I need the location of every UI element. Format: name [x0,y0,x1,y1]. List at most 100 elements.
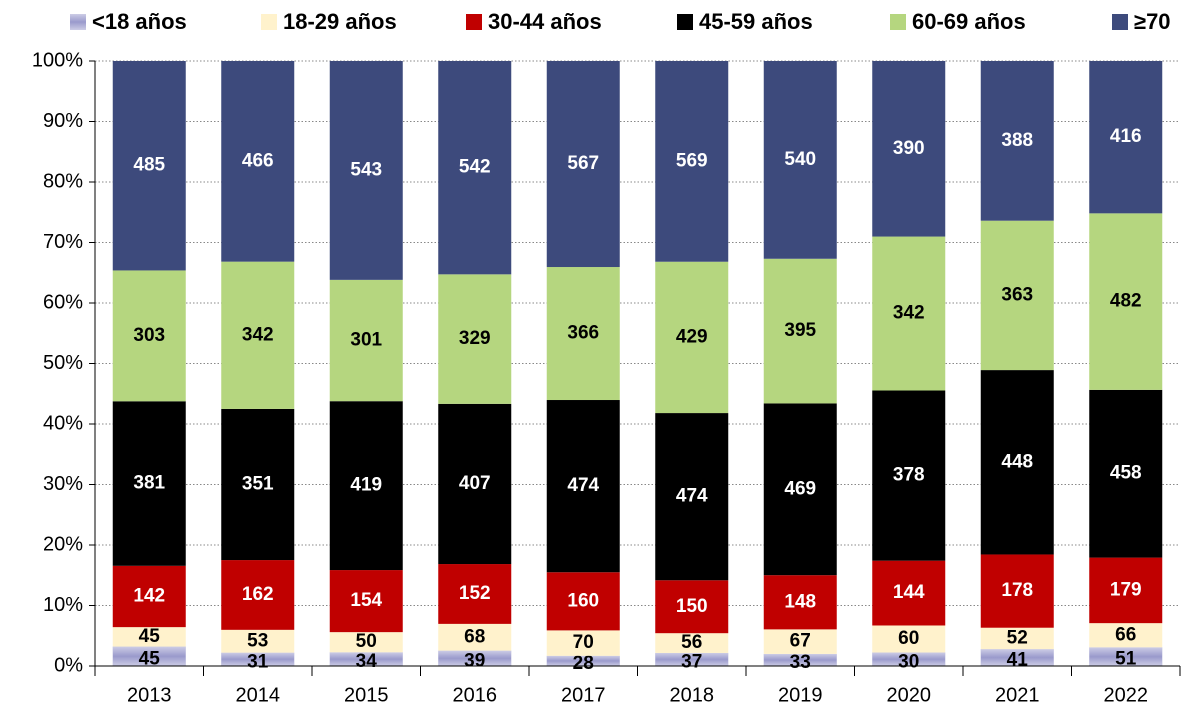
data-label: 162 [242,584,274,605]
y-tick-label: 60% [43,291,83,313]
bar-segment [1089,557,1163,624]
legend-label: 18-29 años [283,9,397,34]
legend-label: 45-59 años [699,9,813,34]
data-label: 160 [567,590,599,611]
data-label: 342 [242,324,274,345]
data-label: 51 [1115,649,1137,670]
data-label: 148 [784,591,816,612]
bar-segment [763,61,837,259]
data-label: 366 [567,323,599,344]
bar-segment [329,570,403,633]
data-label: 28 [573,653,594,674]
bar-segment [980,554,1054,628]
x-tick-label: 2017 [561,684,606,706]
bar-segment [872,390,946,561]
bar-segment [546,400,620,573]
bar-segment [655,580,729,634]
data-label: 543 [350,159,382,180]
legend-swatch [261,14,277,30]
bar-segment [872,61,946,237]
data-label: 395 [784,320,816,341]
data-label: 179 [1110,579,1142,600]
bar-segment [438,623,512,651]
data-label: 567 [567,153,599,174]
data-label: 469 [784,478,816,499]
data-label: 37 [681,651,702,672]
bar-segment [438,274,512,404]
bar-segment [546,572,620,631]
y-tick-label: 30% [43,473,83,495]
data-label: 66 [1115,624,1136,645]
bar-segment [329,632,403,653]
data-label: 474 [676,486,708,507]
bar-segment [221,629,295,653]
bar-sheen [980,649,1054,666]
bar-segment [438,61,512,275]
bar-segment [980,627,1054,650]
bar-segment [763,403,837,576]
bar-segment [221,560,295,630]
bar-sheen [546,655,620,666]
data-label: 407 [459,473,491,494]
data-label: 53 [247,630,268,651]
bar-segment [763,575,837,630]
data-label: 30 [898,651,919,672]
bar-segment [655,61,729,262]
data-label: 150 [676,596,708,617]
data-label: 482 [1110,291,1142,312]
legend-label: 60-69 años [912,9,1026,34]
x-tick-label: 2022 [1104,684,1149,706]
data-label: 154 [350,590,382,611]
legend-label: <18 años [92,9,187,34]
data-label: 34 [356,651,378,672]
data-label: 381 [133,473,165,494]
bar-segment [763,629,837,654]
data-label: 329 [459,328,491,349]
bar-segment [546,61,620,268]
legend-swatch [677,14,693,30]
bar-segment [112,270,186,402]
data-label: 429 [676,326,708,347]
bar-segment [655,633,729,653]
data-label: 363 [1001,284,1033,305]
legend-label: 30-44 años [488,9,602,34]
data-label: 31 [247,651,269,672]
bar-segment [438,564,512,624]
y-tick-label: 80% [43,170,83,192]
bar-sheen [438,650,512,666]
bar-segment [221,261,295,409]
bar-segment [980,370,1054,555]
bar-segment [872,560,946,626]
data-label: 390 [893,138,925,159]
data-label: 144 [893,582,925,603]
y-tick-label: 10% [43,594,83,616]
x-tick-label: 2016 [453,684,498,706]
bar-segment [872,236,946,391]
data-label: 342 [893,303,925,324]
bar-segment [221,408,295,561]
data-label: 60 [898,628,919,649]
bar-segment [221,61,295,262]
y-tick-label: 20% [43,533,83,555]
bar-segment [980,61,1054,221]
bar-segment [112,401,186,566]
y-tick-label: 0% [54,654,83,676]
x-tick-label: 2018 [670,684,715,706]
x-tick-label: 2014 [236,684,281,706]
data-label: 474 [567,475,599,496]
bar-segment [655,413,729,581]
bar-segment [546,267,620,401]
y-tick-label: 70% [43,231,83,253]
data-label: 70 [573,632,594,653]
bar-segment [1089,61,1163,214]
bar-segment [112,61,186,271]
data-label: 466 [242,150,274,171]
x-tick-label: 2015 [344,684,389,706]
data-label: 152 [459,583,491,604]
bar-segment [546,630,620,656]
data-label: 39 [464,650,485,671]
bar-sheen [655,652,729,666]
bar-segment [1089,623,1163,648]
bar-segment [329,401,403,571]
